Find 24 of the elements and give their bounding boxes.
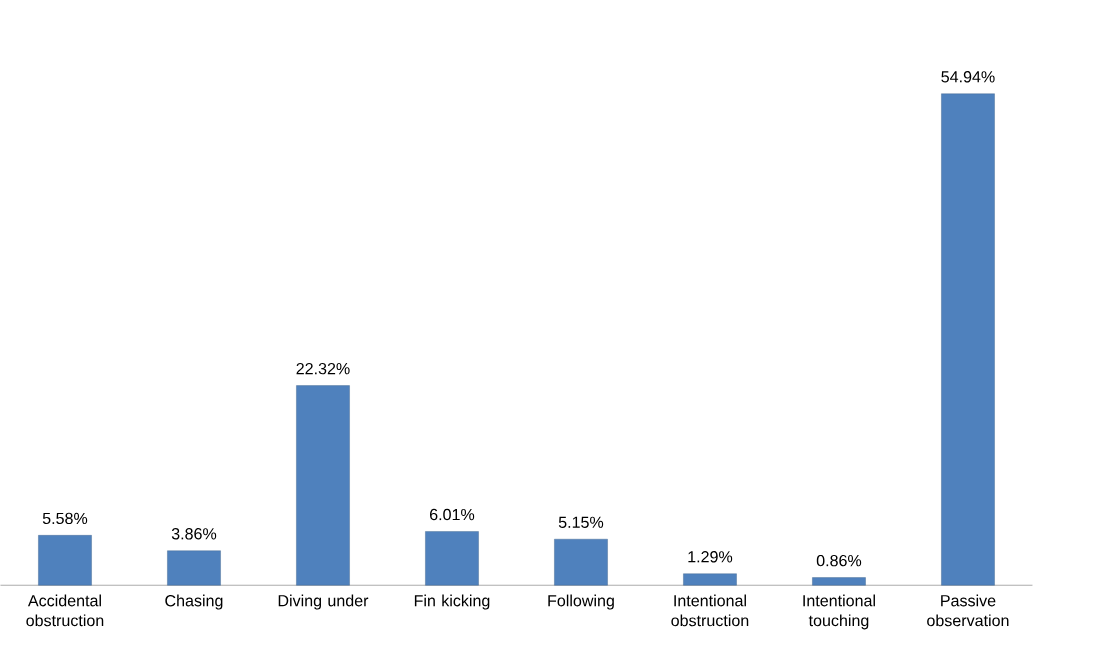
data-label: 3.86% [171,528,217,540]
bar [167,550,221,586]
x-tick-label: Passive observation [927,594,1009,627]
data-label: 0.86% [816,555,862,567]
data-label: 22.32% [296,363,350,375]
x-tick-label: Chasing [165,594,223,610]
x-tick-label: Following [548,594,614,610]
bar [812,577,866,586]
x-tick-label: Intentional obstruction [671,594,749,627]
data-label: 5.15% [558,516,604,529]
bar [941,93,995,586]
bar [38,535,92,586]
x-tick-label: Accidental obstruction [26,594,104,627]
data-label: 54.94% [941,71,995,83]
bar [425,531,479,586]
bar [683,573,737,586]
data-label: 1.29% [688,551,733,563]
x-tick-label: Intentional touching [803,594,875,630]
x-tick-label: Diving under [278,594,369,610]
x-tick-label: Fin kicking [414,594,490,610]
bar [554,539,608,586]
bar [296,385,350,586]
data-label: 6.01% [430,508,475,521]
data-label: 5.58% [42,512,88,525]
